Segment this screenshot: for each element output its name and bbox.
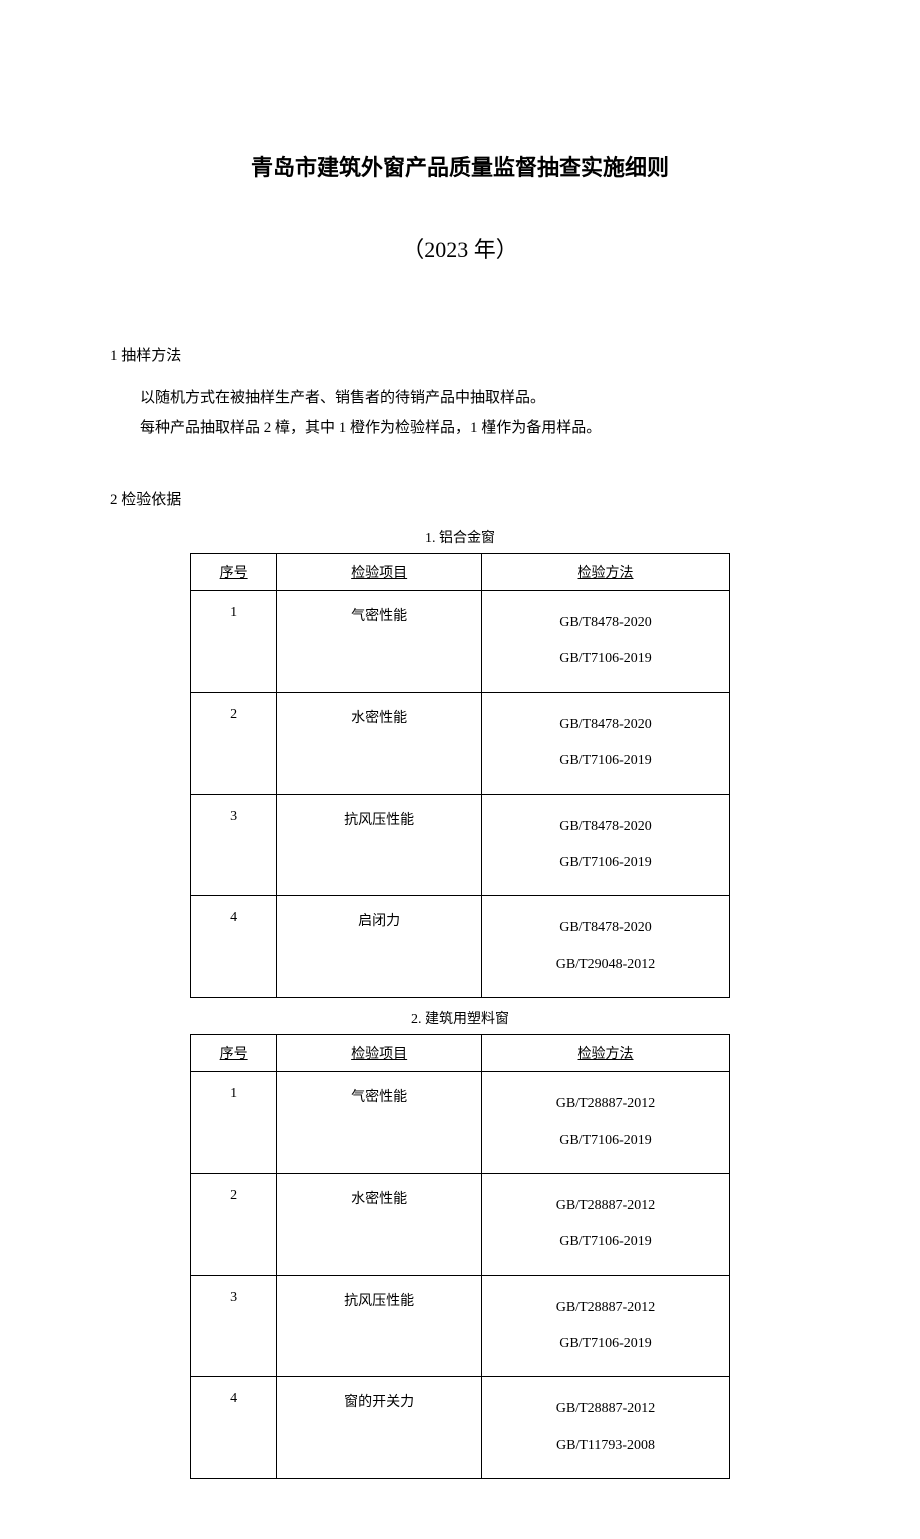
method-line: GB/T7106-2019 — [486, 641, 725, 677]
table2-caption: 2. 建筑用塑料窗 — [190, 1008, 730, 1028]
table2-row2-seq: 3 — [191, 1275, 277, 1377]
method-line: GB/T8478-2020 — [486, 809, 725, 845]
table1-header-method: 检验方法 — [482, 554, 730, 591]
section1-line1: 以随机方式在被抽样生产者、销售者的待销产品中抽取样品。 — [140, 383, 810, 413]
table2-row0-seq: 1 — [191, 1072, 277, 1174]
table-row: 3 抗风压性能 GB/T28887-2012 GB/T7106-2019 — [191, 1275, 730, 1377]
method-line: GB/T28887-2012 — [486, 1290, 725, 1326]
table2-container: 2. 建筑用塑料窗 序号 检验项目 检验方法 1 气密性能 GB/T28887-… — [190, 1008, 730, 1479]
table-row: 1 气密性能 GB/T8478-2020 GB/T7106-2019 — [191, 591, 730, 693]
method-line: GB/T29048-2012 — [486, 947, 725, 983]
method-line: GB/T11793-2008 — [486, 1428, 725, 1464]
table1-container: 1. 铝合金窗 序号 检验项目 检验方法 1 气密性能 GB/T8478-202… — [190, 527, 730, 998]
table1-row1-seq: 2 — [191, 692, 277, 794]
table2-row3-seq: 4 — [191, 1377, 277, 1479]
document-title: 青岛市建筑外窗产品质量监督抽查实施细则 — [110, 150, 810, 182]
method-line: GB/T7106-2019 — [486, 743, 725, 779]
table2-row0-item: 气密性能 — [277, 1072, 482, 1174]
table1-row3-seq: 4 — [191, 896, 277, 998]
method-line: GB/T7106-2019 — [486, 1123, 725, 1159]
table1-caption: 1. 铝合金窗 — [190, 527, 730, 547]
table-header-row: 序号 检验项目 检验方法 — [191, 1035, 730, 1072]
table1-row3-item: 启闭力 — [277, 896, 482, 998]
table-row: 2 水密性能 GB/T8478-2020 GB/T7106-2019 — [191, 692, 730, 794]
method-line: GB/T28887-2012 — [486, 1188, 725, 1224]
method-line: GB/T28887-2012 — [486, 1086, 725, 1122]
table2-row1-method: GB/T28887-2012 GB/T7106-2019 — [482, 1173, 730, 1275]
table1-header-item: 检验项目 — [277, 554, 482, 591]
table2-row2-method: GB/T28887-2012 GB/T7106-2019 — [482, 1275, 730, 1377]
table1-row2-method: GB/T8478-2020 GB/T7106-2019 — [482, 794, 730, 896]
section1-line2: 每种产品抽取样品 2 樟，其中 1 橙作为检验样品，1 槿作为备用样品。 — [140, 413, 810, 443]
table2-row0-method: GB/T28887-2012 GB/T7106-2019 — [482, 1072, 730, 1174]
table1-row1-method: GB/T8478-2020 GB/T7106-2019 — [482, 692, 730, 794]
table1-row0-item: 气密性能 — [277, 591, 482, 693]
table1: 序号 检验项目 检验方法 1 气密性能 GB/T8478-2020 GB/T71… — [190, 553, 730, 998]
section1-body: 以随机方式在被抽样生产者、销售者的待销产品中抽取样品。 每种产品抽取样品 2 樟… — [110, 383, 810, 443]
table-row: 2 水密性能 GB/T28887-2012 GB/T7106-2019 — [191, 1173, 730, 1275]
table-row: 4 启闭力 GB/T8478-2020 GB/T29048-2012 — [191, 896, 730, 998]
table1-row2-seq: 3 — [191, 794, 277, 896]
section1-heading: 1 抽样方法 — [110, 344, 810, 365]
method-line: GB/T8478-2020 — [486, 707, 725, 743]
table2-row2-item: 抗风压性能 — [277, 1275, 482, 1377]
method-line: GB/T7106-2019 — [486, 1224, 725, 1260]
table-row: 4 窗的开关力 GB/T28887-2012 GB/T11793-2008 — [191, 1377, 730, 1479]
table2-row1-seq: 2 — [191, 1173, 277, 1275]
table-row: 1 气密性能 GB/T28887-2012 GB/T7106-2019 — [191, 1072, 730, 1174]
table1-row1-item: 水密性能 — [277, 692, 482, 794]
table-row: 3 抗风压性能 GB/T8478-2020 GB/T7106-2019 — [191, 794, 730, 896]
method-line: GB/T7106-2019 — [486, 1326, 725, 1362]
method-line: GB/T7106-2019 — [486, 845, 725, 881]
method-line: GB/T8478-2020 — [486, 605, 725, 641]
table1-row3-method: GB/T8478-2020 GB/T29048-2012 — [482, 896, 730, 998]
table2-row1-item: 水密性能 — [277, 1173, 482, 1275]
method-line: GB/T28887-2012 — [486, 1391, 725, 1427]
table2-row3-method: GB/T28887-2012 GB/T11793-2008 — [482, 1377, 730, 1479]
table1-header-seq: 序号 — [191, 554, 277, 591]
document-year: （2023 年） — [110, 232, 810, 264]
table2-row3-item: 窗的开关力 — [277, 1377, 482, 1479]
table2: 序号 检验项目 检验方法 1 气密性能 GB/T28887-2012 GB/T7… — [190, 1034, 730, 1479]
method-line: GB/T8478-2020 — [486, 910, 725, 946]
table2-header-seq: 序号 — [191, 1035, 277, 1072]
table1-row0-method: GB/T8478-2020 GB/T7106-2019 — [482, 591, 730, 693]
table1-row0-seq: 1 — [191, 591, 277, 693]
section2-heading: 2 检验依据 — [110, 488, 810, 509]
table2-header-method: 检验方法 — [482, 1035, 730, 1072]
table-header-row: 序号 检验项目 检验方法 — [191, 554, 730, 591]
table1-row2-item: 抗风压性能 — [277, 794, 482, 896]
table2-header-item: 检验项目 — [277, 1035, 482, 1072]
